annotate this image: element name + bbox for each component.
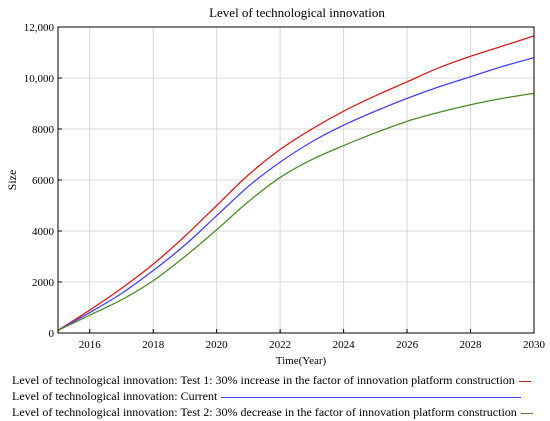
x-tick-label: 2030: [523, 339, 546, 351]
y-axis-label: Size: [5, 170, 19, 191]
x-tick-label: 2020: [206, 339, 229, 351]
series-line-test-2: [57, 92, 535, 332]
axis-ticks: 0 2000 4000 6000 8000 10,000 12,000 2016 2018 202…: [24, 22, 546, 351]
x-tick-label: 2018: [142, 339, 165, 351]
x-tick-label: 2016: [79, 339, 102, 351]
series-line-test-1: [57, 35, 535, 331]
legend-label-test-2: Level of technological innovation: Test …: [12, 405, 517, 419]
legend-label-test-1: Level of technological innovation: Test …: [12, 373, 515, 387]
y-tick-label: 2000: [32, 277, 55, 289]
chart-title: Level of technological innovation: [209, 5, 385, 20]
y-tick-label: 10,000: [24, 73, 55, 85]
legend-swatch-test-1: [518, 380, 531, 382]
grid-lines: [58, 27, 534, 333]
x-axis-label: Time(Year): [276, 355, 327, 367]
y-tick-label: 6000: [32, 175, 55, 187]
series-lines: [57, 35, 535, 332]
y-tick-label: 4000: [32, 226, 55, 238]
legend-swatch-current: [221, 396, 522, 398]
series-line-current: [57, 56, 535, 332]
y-tick-label: 12,000: [24, 22, 55, 34]
x-tick-label: 2022: [269, 339, 291, 351]
y-tick-label: 0: [49, 328, 55, 340]
y-tick-label: 8000: [32, 124, 55, 136]
legend-swatch-test-2: [520, 412, 533, 414]
x-tick-label: 2026: [396, 339, 419, 351]
x-tick-label: 2028: [460, 339, 483, 351]
x-tick-label: 2024: [333, 339, 356, 351]
legend-label-current: Level of technological innovation: Curre…: [12, 389, 218, 403]
legend-item-test-1: Level of technological innovation: Test …: [12, 373, 531, 388]
legend-item-current: Level of technological innovation: Curre…: [12, 389, 522, 404]
legend-item-test-2: Level of technological innovation: Test …: [12, 405, 533, 420]
